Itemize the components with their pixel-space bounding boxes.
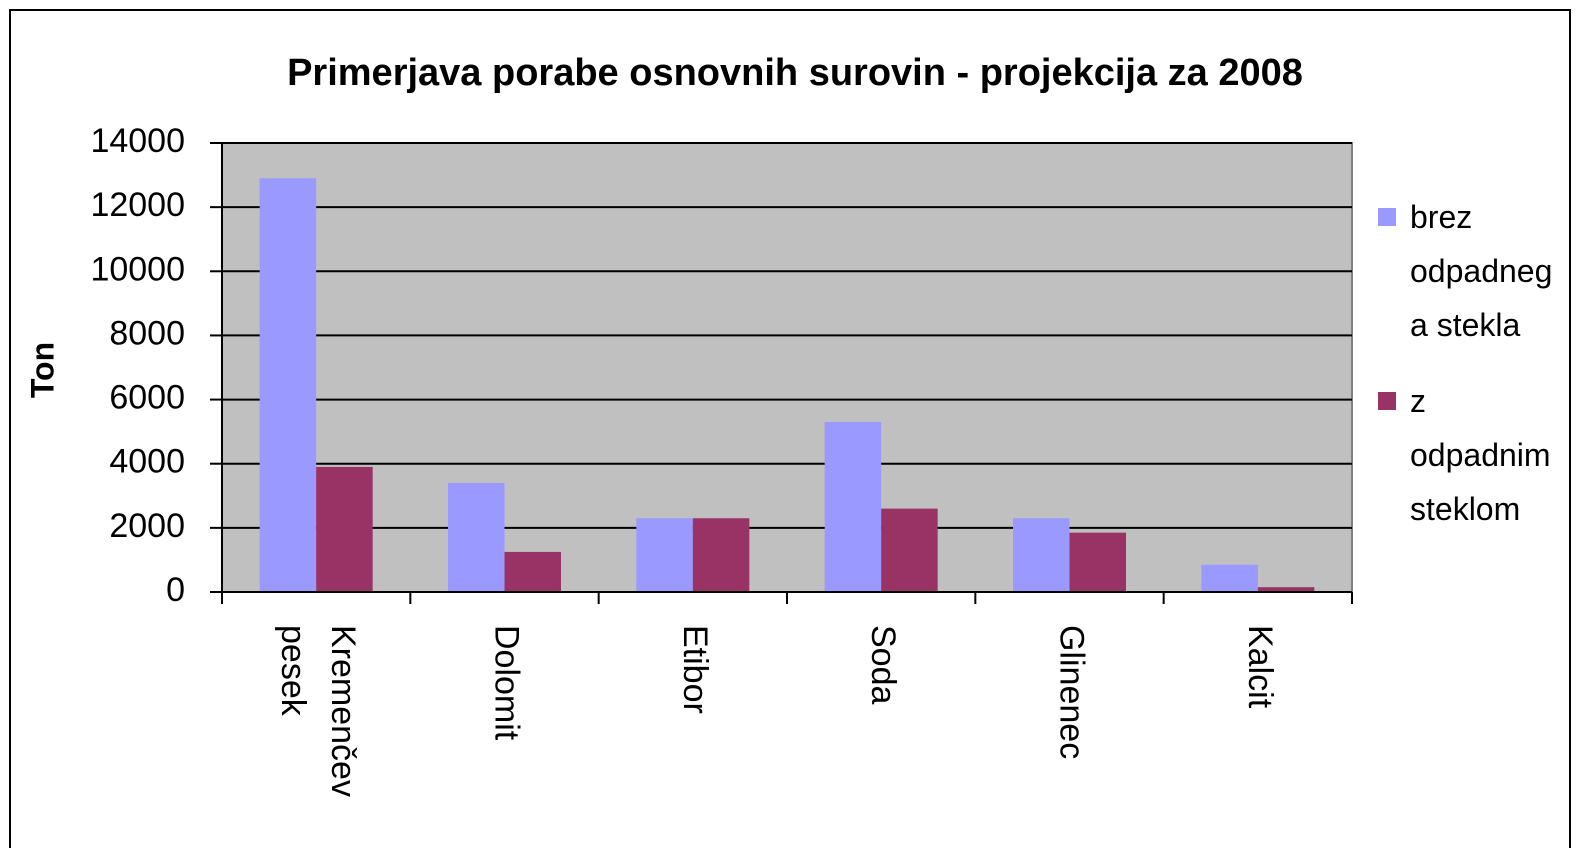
bar	[881, 508, 938, 592]
legend-label: z odpadnim steklom	[1410, 383, 1551, 527]
y-tick-label: 12000	[90, 186, 185, 224]
y-tick-label: 10000	[90, 250, 185, 288]
y-tick-label: 2000	[109, 507, 185, 545]
x-tick-label: Soda	[864, 625, 902, 704]
bar	[448, 482, 505, 592]
plot-area	[221, 142, 1353, 593]
x-tick-label: Kalcit	[1241, 625, 1279, 709]
legend-item: brez odpadnega stekla	[1378, 190, 1560, 352]
bar	[692, 518, 750, 592]
bar	[1257, 587, 1315, 592]
y-tick-label: 14000	[90, 122, 185, 160]
x-tick-label-line: pesek	[274, 625, 312, 717]
bar	[824, 422, 882, 592]
legend-swatch	[1378, 208, 1396, 226]
x-tick-label: Dolomit	[488, 625, 526, 741]
x-tick-label-line: Kalcit	[1241, 625, 1279, 709]
legend-swatch	[1378, 392, 1396, 410]
bar	[1069, 532, 1126, 592]
x-tick-label-line: Dolomit	[488, 625, 526, 741]
x-tick-label: Glinenec	[1053, 625, 1091, 759]
bar	[259, 178, 317, 592]
y-tick-label: 8000	[109, 314, 185, 352]
y-axis-label: Ton	[24, 342, 60, 398]
bar	[316, 466, 373, 592]
bar	[636, 518, 693, 592]
bar	[1013, 518, 1070, 592]
x-tick-label-line: Kremenčev	[324, 625, 362, 797]
x-tick-label: Etibor	[676, 625, 714, 714]
legend-item: z odpadnim steklom	[1378, 374, 1560, 536]
chart-title: Primerjava porabe osnovnih surovin - pro…	[287, 52, 1303, 94]
y-tick-label: 6000	[109, 379, 185, 417]
x-tick-label-line: Etibor	[676, 625, 714, 714]
bar	[1201, 564, 1258, 592]
y-tick-label: 0	[166, 571, 185, 609]
x-tick-label-line: Glinenec	[1053, 625, 1091, 759]
bar	[504, 551, 561, 592]
legend-label: brez odpadnega stekla	[1410, 199, 1553, 343]
x-tick-label-line: Soda	[864, 625, 902, 704]
x-tick-label: Kremenčev pesek	[274, 625, 362, 797]
y-tick-label: 4000	[109, 443, 185, 481]
legend: brez odpadnega stekla z odpadnim steklom	[1378, 190, 1578, 558]
